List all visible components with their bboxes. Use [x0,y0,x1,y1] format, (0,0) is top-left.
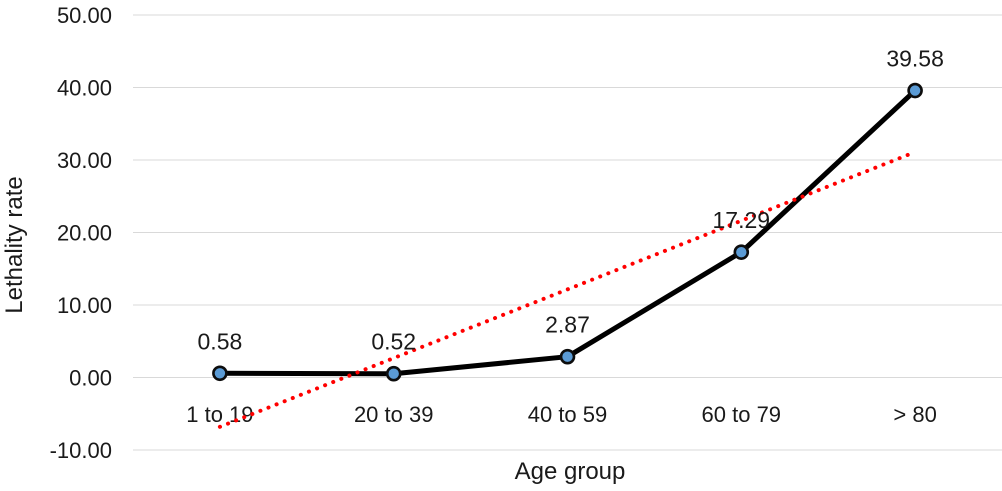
data-point-marker [733,244,750,260]
y-axis-title: Lethality rate [1,176,28,313]
y-tick-label: 10.00 [57,293,112,318]
x-axis-title: Age group [515,458,626,485]
data-point-marker [559,348,576,365]
data-point-label: 17.29 [713,207,771,233]
data-point-label: 2.87 [545,312,590,338]
y-tick-label: 40.00 [57,76,112,101]
data-point-label: 0.52 [371,329,416,355]
x-category-label: 60 to 79 [702,402,782,427]
y-tick-label: 30.00 [57,148,112,173]
y-tick-label: -10.00 [50,438,112,463]
data-point-label: 39.58 [886,46,944,72]
y-tick-label: 20.00 [57,221,112,246]
series-layer: 0.58 0.52 2.87 17.29 39.58 [198,46,944,429]
x-category-label: 40 to 59 [528,402,608,427]
data-point-marker [907,82,923,99]
x-category-label: 1 to 19 [186,402,253,427]
data-point-marker [212,365,228,382]
data-point-label: 0.58 [198,328,243,354]
data-point-marker [385,365,402,382]
x-category-label: > 80 [893,402,936,427]
x-category-label: 20 to 39 [354,402,434,427]
y-tick-label: 50.00 [57,3,112,28]
y-tick-label: 0.00 [69,366,112,391]
trendline [217,150,918,429]
gridlines-layer: 50.00 40.00 30.00 20.00 10.00 0.00 -10.00 1 to … [50,3,1002,463]
